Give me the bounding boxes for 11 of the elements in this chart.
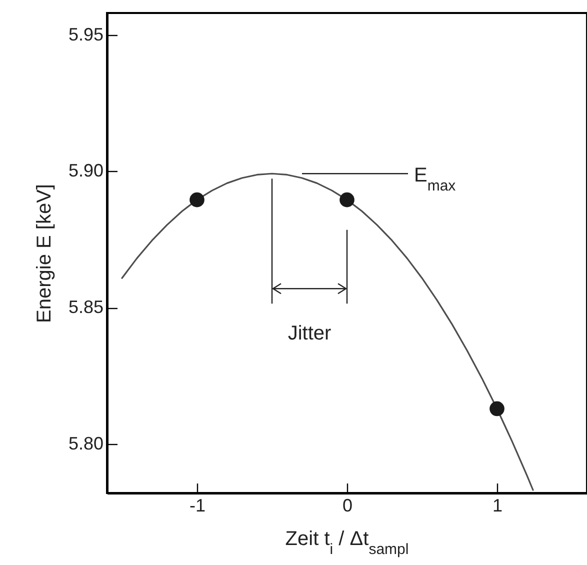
y-tick-label: 5.85 xyxy=(68,297,104,318)
x-tick-label: 1 xyxy=(492,496,503,516)
x-tick-label: 0 xyxy=(342,496,353,516)
y-tick-label: 5.95 xyxy=(68,24,104,44)
y-axis-title: Energie E [keV] xyxy=(33,184,56,323)
x-tick-label: -1 xyxy=(189,496,206,516)
y-tick-label: 5.80 xyxy=(68,433,104,454)
y-tick-label: 5.90 xyxy=(68,160,104,181)
x-axis-title: Zeit t$_{i}$ / Δt$_{sampl}$ xyxy=(285,528,409,558)
annotation: E$_{max}$ xyxy=(414,164,456,194)
annotation: Jitter xyxy=(288,322,332,345)
